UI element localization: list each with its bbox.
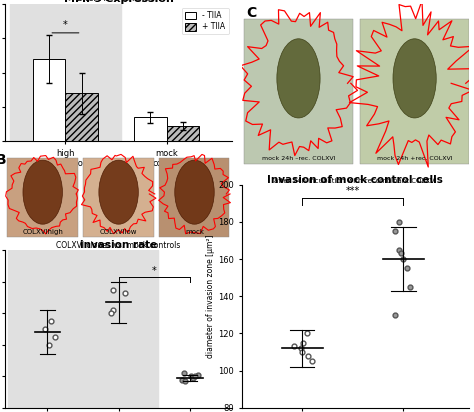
- Text: mock: mock: [185, 229, 204, 235]
- FancyBboxPatch shape: [244, 19, 353, 164]
- Text: B: B: [0, 153, 6, 167]
- Text: COLXVIlow: COLXVIlow: [100, 229, 137, 235]
- Bar: [10, 4, 121, 141]
- Text: C: C: [246, 6, 256, 20]
- Ellipse shape: [277, 39, 320, 118]
- Ellipse shape: [175, 160, 214, 224]
- Text: COLXVIhigh: COLXVIhigh: [22, 229, 63, 235]
- Text: *: *: [152, 266, 156, 276]
- Text: *: *: [63, 20, 68, 30]
- Text: ***: ***: [346, 186, 360, 196]
- Ellipse shape: [23, 160, 63, 224]
- Title: MMP9 expression: MMP9 expression: [64, 0, 173, 4]
- Text: mock 24h +rec. COLXVI: mock 24h +rec. COLXVI: [377, 156, 452, 161]
- Text: mock 24h –rec. COLXVI: mock 24h –rec. COLXVI: [262, 156, 335, 161]
- Bar: [33, 59, 65, 141]
- Legend: - TIIA, + TIIA: - TIIA, + TIIA: [182, 8, 228, 34]
- Text: after 24h incubation with recombinant COLXVI: after 24h incubation with recombinant CO…: [274, 178, 437, 184]
- Text: after AP-1 inhibition: after AP-1 inhibition: [77, 0, 160, 3]
- FancyBboxPatch shape: [360, 19, 469, 164]
- Title: Invasion of mock control cells: Invasion of mock control cells: [267, 175, 443, 185]
- FancyBboxPatch shape: [83, 158, 154, 236]
- Ellipse shape: [393, 39, 436, 118]
- Bar: [167, 126, 199, 141]
- Title: invasion rate: invasion rate: [80, 241, 157, 250]
- Bar: [9, 250, 158, 408]
- Bar: [134, 117, 167, 141]
- Ellipse shape: [99, 160, 138, 224]
- Bar: [65, 93, 98, 141]
- FancyBboxPatch shape: [159, 158, 229, 236]
- Y-axis label: diameter of invasion zone [μm²]: diameter of invasion zone [μm²]: [206, 234, 215, 358]
- Text: COLXVI clones vs. mock controls: COLXVI clones vs. mock controls: [56, 241, 181, 250]
- FancyBboxPatch shape: [7, 158, 78, 236]
